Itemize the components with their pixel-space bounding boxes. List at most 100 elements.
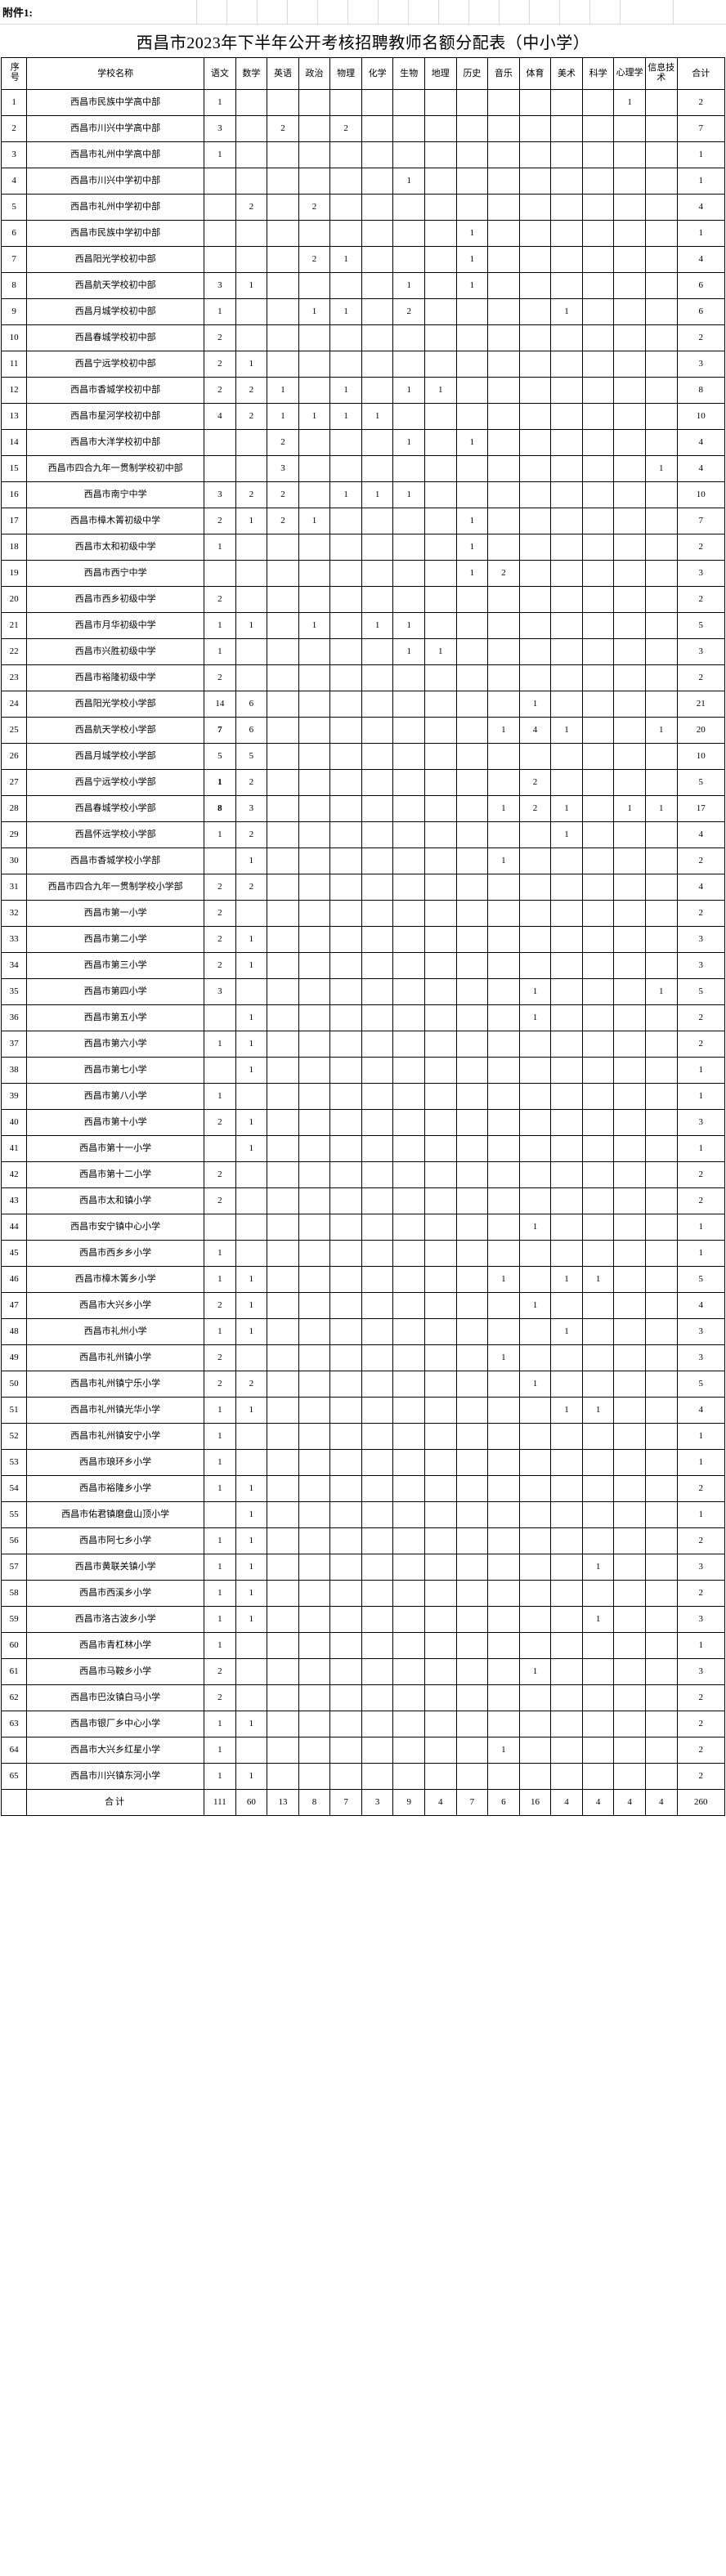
row-subject-value [581,1004,615,1031]
row-index: 43 [0,1187,28,1214]
row-subject-value [518,1397,552,1424]
row-subject-value: 4 [204,403,236,430]
row-subject-value: 1 [518,1004,552,1031]
row-subject-value [581,1684,615,1711]
row-subject-value: 1 [298,403,331,430]
row-subject-value [613,1658,646,1685]
row-subject-value [267,1344,299,1371]
row-subject-value [613,1632,646,1659]
row-subject-value: 1 [204,769,236,796]
row-subject-value [550,1684,583,1711]
header-subject-meishu: 美术 [550,57,583,90]
row-subject-value [518,403,552,430]
row-subject-value [298,1711,331,1737]
row-subject-value [267,691,299,718]
row-subject-value [267,168,299,195]
row-subject-value [518,455,552,482]
row-subject-value [581,1214,615,1241]
row-subject-value [329,1083,362,1110]
row-subject-value: 1 [235,1580,268,1607]
row-total: 1 [676,1423,726,1450]
row-total: 3 [676,1606,726,1633]
row-subject-value [235,1161,268,1188]
row-index: 49 [0,1344,28,1371]
row-subject-value [267,1475,299,1502]
row-school-name: 西昌市礼州中学高中部 [26,141,205,168]
row-subject-value [424,795,457,822]
totals-subject-value: 4 [644,1789,678,1816]
row-subject-value [392,1449,426,1476]
row-subject-value [361,717,394,744]
header-index: 序号 [0,57,28,90]
row-subject-value [424,455,457,482]
row-subject-value [550,1763,583,1790]
row-subject-value [487,298,520,325]
row-subject-value: 1 [235,272,268,299]
row-subject-value [644,1423,678,1450]
row-total: 1 [676,1083,726,1110]
row-subject-value [267,743,299,770]
row-index: 65 [0,1763,28,1790]
row-index: 56 [0,1527,28,1554]
row-subject-value [392,664,426,691]
row-subject-value [550,89,583,116]
row-subject-value: 1 [235,1266,268,1293]
row-total: 5 [676,1266,726,1293]
row-subject-value [267,1501,299,1528]
row-total: 17 [676,795,726,822]
header-subject-kexue: 科学 [581,57,615,90]
row-subject-value: 2 [204,586,236,613]
row-subject-value [550,1501,583,1528]
row-subject-value [550,952,583,979]
row-subject-value [329,1632,362,1659]
row-index: 59 [0,1606,28,1633]
row-subject-value [644,874,678,901]
row-school-name: 西昌市裕隆乡小学 [26,1475,205,1502]
row-subject-value [267,769,299,796]
row-subject-value [581,455,615,482]
row-subject-value [424,115,457,142]
row-school-name: 西昌市樟木箐初级中学 [26,508,205,534]
row-subject-value: 2 [204,952,236,979]
row-subject-value [581,1109,615,1136]
table-row: 63 西昌市银厂乡中心小学 1 1 2 [0,1711,726,1737]
row-subject-value [644,560,678,587]
row-subject-value [392,717,426,744]
row-subject-value [329,272,362,299]
row-subject-value [424,743,457,770]
row-subject-value [424,1057,457,1084]
row-subject-value [550,612,583,639]
table-row: 54 西昌市裕隆乡小学 1 1 2 [0,1475,726,1502]
row-subject-value [298,1109,331,1136]
row-subject-value [550,272,583,299]
row-subject-value: 1 [267,403,299,430]
row-subject-value [392,1109,426,1136]
row-subject-value [455,89,489,116]
table-row: 25 西昌航天学校小学部 7 6 1 4 1 1 20 [0,717,726,744]
row-subject-value [424,1344,457,1371]
row-subject-value [361,769,394,796]
row-subject-value [550,1135,583,1162]
row-subject-value: 1 [644,717,678,744]
row-subject-value [613,900,646,927]
row-subject-value [613,429,646,456]
row-subject-value [424,168,457,195]
row-subject-value [424,769,457,796]
row-subject-value [518,874,552,901]
row-subject-value: 1 [235,1135,268,1162]
row-subject-value [550,926,583,953]
row-subject-value [267,1632,299,1659]
row-subject-value [329,168,362,195]
row-subject-value: 2 [298,194,331,221]
ghost-gridlines [0,0,726,25]
row-subject-value [424,586,457,613]
row-subject-value [424,1554,457,1581]
row-index: 17 [0,508,28,534]
row-subject-value [392,455,426,482]
row-subject-value [424,1658,457,1685]
row-index: 44 [0,1214,28,1241]
row-subject-value [329,664,362,691]
row-subject-value [361,1711,394,1737]
table-row: 33 西昌市第二小学 2 1 3 [0,926,726,953]
row-subject-value: 1 [204,298,236,325]
